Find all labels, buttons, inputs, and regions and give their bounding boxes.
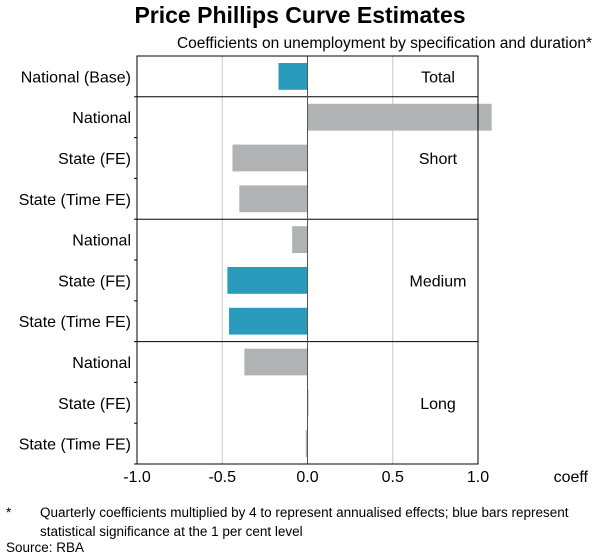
group-label: Total — [421, 69, 455, 86]
x-tick-label: 0.0 — [296, 469, 318, 486]
chart-title: Price Phillips Curve Estimates — [134, 2, 465, 28]
footnote-text: Quarterly coefficients multiplied by 4 t… — [40, 505, 569, 539]
chart: Price Phillips Curve Estimates Coefficie… — [19, 2, 592, 486]
bar — [292, 226, 308, 253]
group-label: Short — [419, 151, 458, 168]
bar — [227, 267, 308, 294]
x-tick-label: 1.0 — [467, 469, 489, 486]
bars — [227, 63, 492, 457]
source-note: Source: RBA — [6, 540, 85, 555]
row-label: State (FE) — [58, 396, 131, 413]
x-tick-label: -1.0 — [123, 469, 151, 486]
x-tick-label: 0.5 — [382, 469, 404, 486]
row-label: State (Time FE) — [19, 192, 131, 209]
bar — [278, 63, 308, 90]
plot-frame — [136, 55, 479, 465]
chart-subtitle: Coefficients on unemployment by specific… — [177, 35, 592, 52]
group-labels: Total Short Medium Long — [410, 69, 467, 412]
x-axis-label: coeff — [554, 469, 589, 486]
row-label: National — [72, 110, 131, 127]
bar — [307, 103, 492, 131]
row-labels: National (Base) National State (FE) State (… — [19, 69, 131, 453]
frame — [134, 55, 479, 465]
x-tick-label: -0.5 — [208, 469, 236, 486]
row-label: State (FE) — [58, 151, 131, 168]
group-label: Medium — [410, 273, 467, 290]
group-label: Long — [420, 396, 456, 413]
x-axis: -1.0 -0.5 0.0 0.5 1.0 — [123, 469, 489, 486]
row-label: National — [72, 233, 131, 250]
bar — [239, 185, 308, 213]
bar — [305, 430, 308, 457]
row-label: State (FE) — [58, 273, 131, 290]
bar — [229, 307, 308, 335]
bar — [244, 348, 308, 376]
row-label: State (Time FE) — [19, 314, 131, 331]
row-label: National — [72, 355, 131, 372]
row-label: State (Time FE) — [19, 437, 131, 454]
bar — [232, 144, 308, 172]
footnote-marker: * — [6, 505, 12, 520]
row-label: National (Base) — [21, 69, 131, 86]
